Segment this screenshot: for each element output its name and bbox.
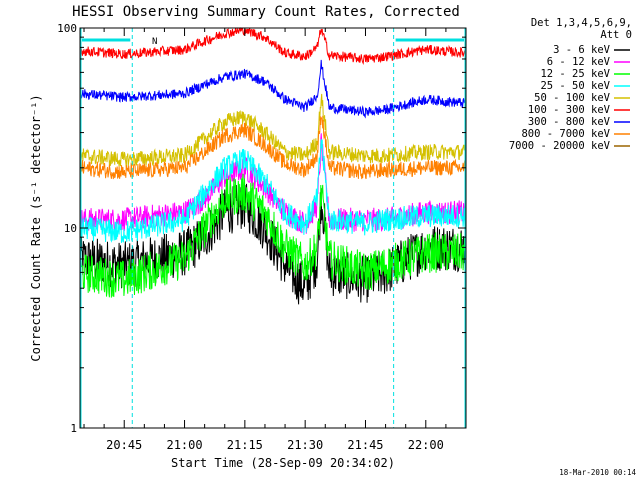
- x-tick-label: 21:00: [166, 438, 202, 452]
- series-line-25-50-kev: [79, 139, 467, 243]
- y-tick-label: 1: [70, 422, 77, 435]
- night-marker-label: N: [152, 37, 157, 47]
- series-line-6-12-kev: [79, 133, 467, 234]
- series-line-50-100-kev: [79, 93, 467, 168]
- x-tick-label: 22:00: [408, 438, 444, 452]
- footer-timestamp: 18-Mar-2010 00:14: [559, 468, 636, 477]
- legend-header-line-2: Att 0: [600, 29, 632, 41]
- y-tick-label: 10: [64, 222, 77, 235]
- y-tick-label: 100: [57, 22, 77, 35]
- data-layer: [79, 27, 467, 305]
- series-line-12-25-kev: [79, 173, 467, 298]
- x-tick-label: 21:45: [347, 438, 383, 452]
- legend-label-25-50-kev: 25 - 50 keV: [540, 80, 610, 92]
- legend-label-3-6-kev: 3 - 6 keV: [553, 44, 611, 56]
- series-line-800-7000-kev: [79, 115, 467, 180]
- x-tick-label: 21:15: [227, 438, 263, 452]
- axes: 1 10 100 20:45 21:00 21:15 21:30 21:45 22:00: [57, 22, 467, 452]
- legend-label-100-300-kev: 100 - 300 keV: [528, 104, 611, 116]
- series-line-300-800-kev: [79, 59, 467, 119]
- legend-label-12-25-kev: 12 - 25 keV: [540, 68, 610, 80]
- y-axis-label: Corrected Count Rate (s⁻¹ detector⁻¹): [29, 94, 43, 361]
- legend-header-line-1: Det 1,3,4,5,6,9,: [531, 17, 632, 29]
- legend-label-50-100-kev: 50 - 100 keV: [534, 92, 611, 104]
- legend-label-300-800-kev: 300 - 800 keV: [528, 116, 611, 128]
- night-markers: [80, 28, 466, 428]
- x-axis-label: Start Time (28-Sep-09 20:34:02): [171, 456, 395, 470]
- chart-title: HESSI Observing Summary Count Rates, Cor…: [72, 4, 460, 20]
- legend-label-7000-20000-kev: 7000 - 20000 keV: [509, 140, 611, 152]
- x-tick-label: 21:30: [287, 438, 323, 452]
- legend-label-6-12-kev: 6 - 12 keV: [547, 56, 611, 68]
- x-tick-label: 20:45: [106, 438, 142, 452]
- legend-label-800-7000-kev: 800 - 7000 keV: [521, 128, 610, 140]
- series-line-100-300-kev: [79, 27, 467, 66]
